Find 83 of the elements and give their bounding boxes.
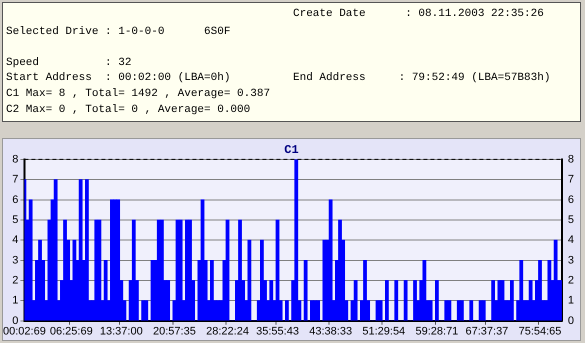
y2-tick-label: 1: [568, 294, 574, 307]
bar: [510, 280, 514, 321]
bar: [338, 220, 342, 321]
text: Speed : 32: [6, 56, 132, 69]
bar: [528, 280, 533, 321]
bar: [378, 300, 383, 321]
y2-tick-label: 6: [568, 194, 574, 206]
bar: [200, 199, 204, 321]
bar: [238, 220, 242, 321]
bar: [404, 280, 408, 321]
bar: [176, 220, 180, 321]
bar: [188, 220, 192, 321]
bar: [98, 220, 102, 321]
y2-tick-label: 5: [568, 214, 574, 226]
y2-tick-label: 0: [568, 314, 574, 327]
y2-tick-label: 3: [568, 254, 574, 266]
text: C2 Max= 0 , Total= 0 , Average= 0.000: [6, 104, 250, 116]
text: Create Date : 08.11.2003 22:35:26: [293, 8, 544, 20]
bar: [28, 199, 33, 321]
x-tick-label: 59:28:71: [415, 325, 458, 338]
bar: [491, 280, 496, 321]
y-tick-label: 0: [12, 314, 18, 327]
bar: [478, 300, 483, 321]
bar: [554, 240, 558, 321]
bar: [363, 260, 367, 321]
bar: [385, 280, 389, 321]
text: End Address : 79:52:49 (LBA=57B83h): [293, 72, 550, 84]
chart-title: C1: [284, 143, 299, 158]
bar: [500, 280, 504, 321]
y-tick-label: 8: [12, 153, 18, 166]
bar: [422, 260, 426, 321]
bar: [316, 300, 320, 321]
bar: [276, 220, 280, 321]
bar: [294, 159, 298, 321]
bar: [248, 240, 252, 321]
bar: [210, 260, 214, 321]
bar: [434, 280, 439, 321]
bar: [538, 260, 542, 321]
bar: [54, 179, 58, 321]
y-tick-label: 3: [12, 254, 18, 266]
y-tick-label: 6: [12, 194, 18, 206]
bar: [150, 260, 154, 321]
y2-tick-label: 4: [568, 234, 574, 246]
bar: [160, 220, 164, 321]
y-tick-label: 2: [12, 274, 18, 286]
y-tick-label: 4: [12, 234, 18, 246]
x-tick-label: 00:02:69: [2, 325, 46, 338]
y-tick-label: 5: [12, 214, 18, 226]
x-tick-label: 28:22:24: [206, 325, 249, 338]
bar: [226, 220, 230, 321]
y2-tick-label: 8: [568, 153, 574, 166]
y2-tick-label: 2: [568, 274, 574, 286]
bar: [482, 300, 486, 321]
y2-tick-label: 7: [568, 174, 574, 186]
y-tick-label: 1: [12, 294, 18, 307]
x-tick-label: 13:37:00: [100, 325, 143, 338]
bar: [85, 179, 89, 321]
x-tick-label: 20:57:35: [152, 325, 196, 338]
bar: [63, 220, 67, 321]
y-tick-label: 7: [12, 174, 18, 186]
x-tick-label: 67:37:37: [465, 325, 508, 338]
x-tick-label: 43:38:33: [309, 325, 352, 338]
text: Selected Drive : 1-0-0-0 6S0F: [6, 26, 230, 38]
bar: [178, 220, 183, 321]
text: Start Address : 00:02:00 (LBA=0h): [6, 72, 230, 84]
x-tick-label: 35:55:43: [256, 325, 299, 338]
bar: [144, 300, 148, 321]
bar: [447, 300, 452, 321]
bar: [413, 280, 417, 321]
x-tick-label: 51:29:54: [362, 325, 406, 338]
bar: [469, 300, 474, 321]
bar: [328, 199, 333, 321]
bar: [260, 240, 264, 321]
bar: [460, 300, 464, 321]
bar: [394, 280, 398, 321]
x-tick-label: 75:54:65: [518, 325, 562, 338]
x-tick-label: 06:25:69: [50, 325, 93, 338]
bar: [285, 300, 289, 321]
bar: [354, 280, 358, 321]
bar: [166, 280, 170, 321]
text: C1 Max= 8 , Total= 1492 , Average= 0.387: [6, 88, 270, 100]
bar: [304, 260, 308, 321]
bar: [428, 300, 433, 321]
